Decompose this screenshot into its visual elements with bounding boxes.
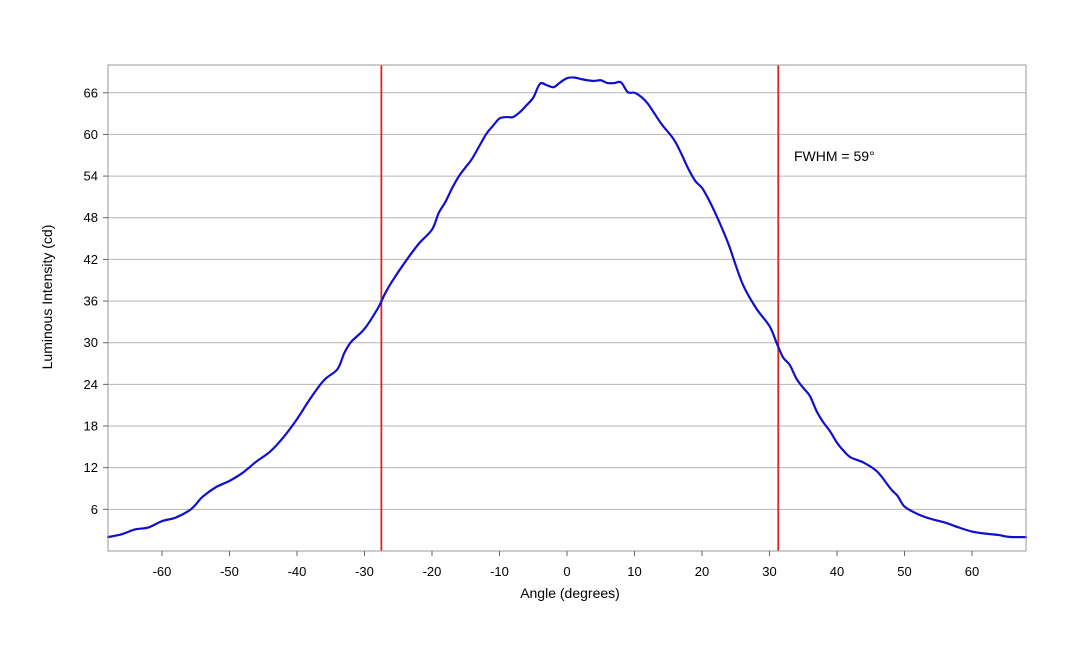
y-tick-label: 24 <box>84 377 98 392</box>
y-tick-label: 18 <box>84 419 98 434</box>
x-tick-labels: -60 -50 -40 -30 -20 -10 0 10 20 30 40 50 60 <box>153 551 979 579</box>
x-tick-label: -10 <box>490 564 509 579</box>
x-tick-label: -40 <box>288 564 307 579</box>
x-tick-label: 0 <box>563 564 570 579</box>
x-tick-label: 20 <box>695 564 709 579</box>
fwhm-annotation: FWHM = 59° <box>794 148 875 164</box>
gridlines <box>108 92 1026 510</box>
x-tick-label: -60 <box>153 564 172 579</box>
intensity-curve <box>106 76 1028 539</box>
y-tick-label: 66 <box>84 85 98 100</box>
y-tick-label: 42 <box>84 252 98 267</box>
plot-frame <box>107 64 1027 552</box>
series-layer <box>106 76 1028 539</box>
y-tick-label: 36 <box>84 294 98 309</box>
y-axis-title: Luminous Intensity (cd) <box>39 225 55 370</box>
y-tick-label: 6 <box>91 502 98 517</box>
y-tick-labels: 6 12 18 24 30 36 42 48 54 60 66 <box>84 85 108 517</box>
x-tick-label: 60 <box>965 564 979 579</box>
x-tick-label: 10 <box>627 564 641 579</box>
x-tick-label: -30 <box>355 564 374 579</box>
y-tick-label: 60 <box>84 127 98 142</box>
x-tick-label: 30 <box>762 564 776 579</box>
x-axis-title: Angle (degrees) <box>520 585 620 601</box>
y-tick-label: 48 <box>84 210 98 225</box>
y-tick-label: 30 <box>84 335 98 350</box>
x-tick-label: 40 <box>830 564 844 579</box>
y-tick-label: 12 <box>84 460 98 475</box>
fwhm-markers <box>380 65 780 551</box>
x-tick-label: 50 <box>897 564 911 579</box>
x-tick-label: -20 <box>423 564 442 579</box>
y-tick-label: 54 <box>84 169 98 184</box>
x-tick-label: -50 <box>220 564 239 579</box>
